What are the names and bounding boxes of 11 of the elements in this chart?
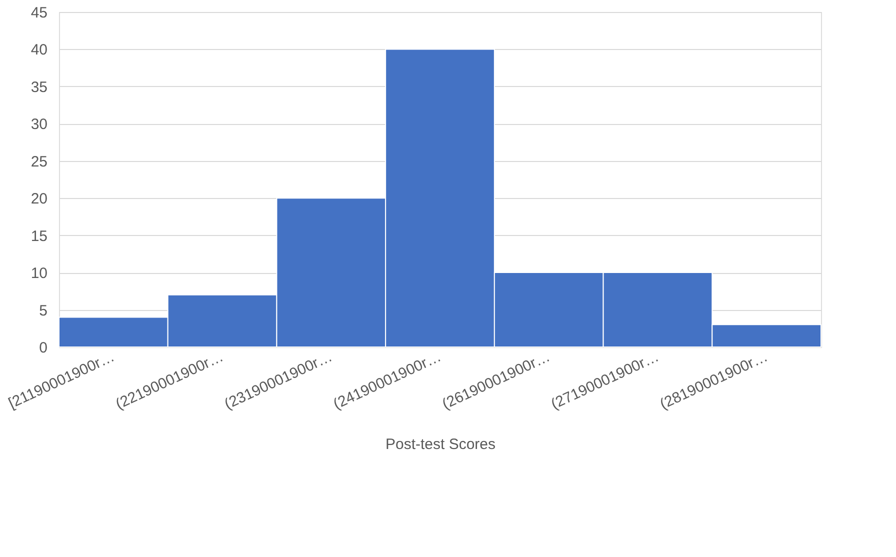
y-tick-label: 30: [30, 116, 48, 134]
y-tick-label: 35: [30, 78, 48, 96]
y-tick-label: 45: [30, 4, 48, 22]
y-tick-label: 10: [30, 265, 48, 282]
y-tick-label: 40: [30, 42, 48, 59]
y-tick-label: 15: [30, 228, 48, 245]
y-tick-label: 25: [30, 153, 48, 170]
x-axis-title: Post-test Scores: [385, 436, 496, 454]
y-tick-label: 20: [30, 190, 48, 208]
y-tick-label: 0: [39, 340, 48, 356]
y-tick-label: 5: [39, 302, 48, 320]
